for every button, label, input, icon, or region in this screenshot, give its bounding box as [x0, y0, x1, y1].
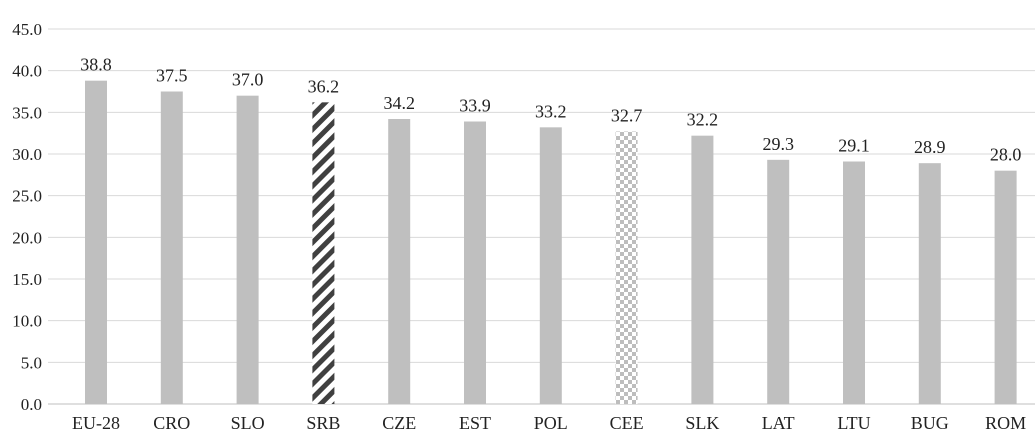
data-label: 32.7 — [611, 106, 643, 126]
y-tick-label: 35.0 — [12, 103, 42, 122]
x-tick-label: LAT — [762, 413, 795, 433]
x-tick-label: CRO — [153, 413, 190, 433]
data-label: 38.8 — [80, 55, 112, 75]
x-tick-label: SRB — [306, 413, 340, 433]
data-labels: 38.8 37.5 37.0 36.2 34.2 33.9 33.2 32.7 32.2 29.3… — [80, 55, 1021, 165]
bar — [615, 131, 638, 404]
x-tick-label: POL — [534, 413, 568, 433]
x-axis-ticks: EU-28 CRO SLO SRB CZE EST POL CEE SLK LAT LTU BUG RO… — [72, 413, 1026, 433]
data-label: 29.3 — [762, 134, 794, 154]
bar — [843, 161, 865, 404]
x-tick-label: LTU — [837, 413, 870, 433]
y-tick-label: 10.0 — [12, 312, 42, 331]
data-label: 29.1 — [838, 136, 870, 156]
x-tick-label: SLK — [685, 413, 719, 433]
data-label: 28.0 — [990, 145, 1022, 165]
bar — [236, 95, 259, 405]
x-tick-label: EST — [459, 413, 491, 433]
bars — [85, 80, 1017, 405]
bar — [85, 80, 107, 405]
bar — [312, 102, 335, 404]
data-label: 28.9 — [914, 137, 946, 157]
bar — [388, 119, 411, 404]
bar — [464, 121, 486, 404]
bar — [160, 91, 183, 404]
y-tick-label: 40.0 — [12, 62, 42, 81]
bar — [767, 159, 790, 404]
bar — [994, 170, 1017, 404]
bar — [918, 163, 941, 404]
data-label: 33.2 — [535, 101, 567, 121]
y-tick-label: 30.0 — [12, 145, 42, 164]
x-tick-label: CEE — [610, 413, 644, 433]
data-label: 32.2 — [687, 110, 719, 130]
x-tick-label: SLO — [231, 413, 265, 433]
y-axis-ticks: 0.0 5.0 10.0 15.0 20.0 25.0 30.0 35.0 40.0 45.0 — [12, 20, 42, 414]
y-tick-label: 5.0 — [21, 353, 42, 372]
data-label: 37.0 — [232, 70, 264, 90]
y-tick-label: 25.0 — [12, 187, 42, 206]
data-label: 37.5 — [156, 66, 188, 86]
y-tick-label: 15.0 — [12, 270, 42, 289]
y-tick-label: 20.0 — [12, 228, 42, 247]
data-label: 33.9 — [459, 96, 491, 116]
x-tick-label: BUG — [911, 413, 949, 433]
bar — [539, 127, 562, 404]
data-label: 36.2 — [308, 76, 340, 96]
data-label: 34.2 — [383, 93, 415, 113]
x-tick-label: ROM — [985, 413, 1026, 433]
x-tick-label: EU-28 — [72, 413, 120, 433]
x-tick-label: CZE — [382, 413, 416, 433]
y-tick-label: 45.0 — [12, 20, 42, 39]
y-tick-label: 0.0 — [21, 395, 42, 414]
bar — [691, 135, 714, 404]
